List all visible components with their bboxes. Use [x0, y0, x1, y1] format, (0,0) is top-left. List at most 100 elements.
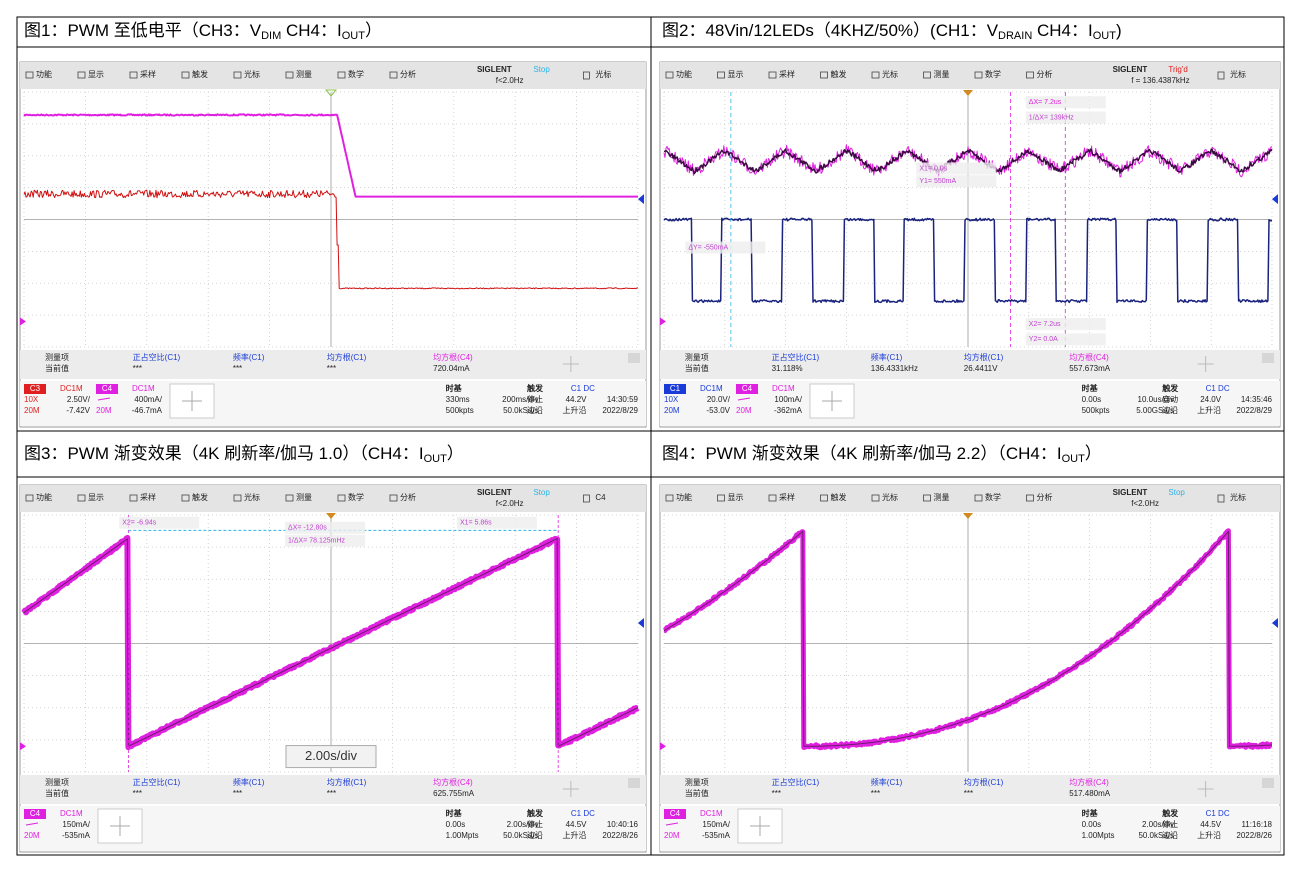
timebase-label: 时基: [446, 383, 463, 393]
measure-header: 测量项: [685, 353, 709, 362]
clock-time: 11:16:18: [1241, 820, 1272, 829]
menu-item: 光标: [244, 69, 260, 79]
close-icon: [628, 778, 640, 788]
channel-scale: 100mA/: [774, 395, 802, 404]
caption: 图2：48Vin/12LEDs（4KHZ/50%）(CH1：VDRAIN CH4…: [662, 21, 1122, 41]
trigger-frequency: f<2.0Hz: [496, 76, 524, 85]
menu-item: 功能: [36, 492, 52, 502]
caption-text: ）: [365, 21, 382, 40]
measure-header: 正占空比(C1): [772, 352, 820, 362]
toolbar: [20, 485, 646, 512]
menu-item: 触发: [831, 492, 847, 502]
scope-screenshot: 功能显示采样触发光标测量数学分析SIGLENTStopf<2.0Hz光标测量项正…: [20, 62, 646, 427]
clock-date: 2022/8/26: [602, 831, 638, 840]
menu-item: 采样: [779, 69, 795, 79]
measure-value: ***: [233, 789, 242, 798]
channel-offset: -53.0V: [706, 406, 730, 415]
measure-value: 517.480mA: [1069, 789, 1111, 798]
channel-coupling: DC1M: [700, 809, 723, 818]
caption-subscript: OUT: [342, 30, 366, 42]
trigger-frequency: f = 136.4387kHz: [1131, 76, 1189, 85]
trigger-value: 停止: [527, 819, 543, 829]
caption: 图3：PWM 渐变效果（4K 刷新率/伽马 1.0）（CH4：IOUT）: [24, 444, 464, 464]
scope-state: Trig'd: [1168, 65, 1187, 74]
measure-header: 频率(C1): [871, 352, 903, 362]
channel-scale: 2.50V/: [67, 395, 91, 404]
channel-probe: 10X: [664, 395, 679, 404]
trigger-value: 自动: [1162, 394, 1178, 404]
trigger-value: 边沿: [1162, 830, 1178, 840]
measure-header: 均方根(C4): [433, 777, 473, 787]
caption-text: 图1：PWM 至低电平（CH3：V: [24, 21, 262, 40]
measure-value: 625.755mA: [433, 789, 475, 798]
trigger-value: 停止: [1162, 819, 1178, 829]
measure-header: 频率(C1): [233, 777, 265, 787]
scope-screenshot: 功能显示采样触发光标测量数学分析SIGLENTTrig'df = 136.438…: [660, 62, 1280, 427]
channel-offset: -535mA: [62, 831, 91, 840]
menu-item: 分析: [1037, 69, 1053, 79]
measure-value: ***: [871, 789, 880, 798]
trigger-level: 24.0V: [1200, 395, 1222, 404]
menu-item: 光标: [882, 492, 898, 502]
menu-item: 数学: [348, 69, 364, 79]
measure-header: 均方根(C1): [327, 777, 367, 787]
menu-item: 测量: [934, 493, 950, 502]
trigger-label: 触发: [1162, 808, 1179, 818]
caption: 图4：PWM 渐变效果（4K 刷新率/伽马 2.2）（CH4：IOUT）: [662, 444, 1102, 464]
menu-item: 测量: [296, 70, 312, 79]
scope-screenshot: 功能显示采样触发光标测量数学分析SIGLENTStopf<2.0HzC4X2= …: [20, 485, 646, 852]
measure-header: 均方根(C4): [433, 352, 473, 362]
measure-header: 测量项: [685, 778, 709, 787]
channel-offset: -46.7mA: [132, 406, 163, 415]
menu-item: 分析: [400, 492, 416, 502]
channel-bandwidth: 20M: [24, 831, 40, 840]
trigger-level: 44.5V: [566, 820, 588, 829]
menu-item: C4: [595, 493, 606, 502]
menu-item: 光标: [1230, 69, 1246, 79]
channel-name: C1: [670, 384, 681, 393]
close-icon: [1262, 778, 1274, 788]
timebase-value: 0.00s: [1082, 820, 1102, 829]
trigger-frequency: f<2.0Hz: [496, 499, 524, 508]
measure-row-label: 当前值: [45, 363, 69, 373]
cursor-annotation: ΔY= -550mA: [688, 244, 728, 251]
caption: 图1：PWM 至低电平（CH3：VDIM CH4：IOUT）: [24, 21, 382, 41]
channel-name: C4: [670, 809, 681, 818]
trigger-frequency: f<2.0Hz: [1131, 499, 1159, 508]
clock-time: 14:35:46: [1241, 395, 1273, 404]
menu-item: 采样: [140, 69, 156, 79]
channel-scale: 20.0V/: [707, 395, 731, 404]
menu-item: 测量: [296, 493, 312, 502]
measure-value: ***: [133, 364, 142, 373]
scope-state: Stop: [1168, 488, 1185, 497]
trigger-slope: 上升沿: [563, 831, 587, 840]
measure-header: 均方根(C1): [964, 352, 1004, 362]
trigger-level: 44.5V: [1200, 820, 1222, 829]
menu-item: 显示: [88, 493, 104, 502]
caption-text: 图2：48Vin/12LEDs（4KHZ/50%）(CH1：V: [662, 21, 999, 40]
trigger-source: C1 DC: [571, 809, 595, 818]
channel-offset: -7.42V: [66, 406, 90, 415]
measure-value: 31.118%: [772, 364, 803, 373]
channel-scale: 150mA/: [62, 820, 90, 829]
brand: SIGLENT: [477, 65, 512, 74]
cursor-annotation: ΔX= -12.80s: [288, 525, 327, 532]
measure-value: ***: [327, 364, 336, 373]
trigger-value: 边沿: [527, 405, 543, 415]
menu-item: 显示: [88, 70, 104, 79]
menu-item: 光标: [1230, 492, 1246, 502]
timebase-value: 1.00Mpts: [446, 831, 479, 840]
trigger-slope: 上升沿: [1197, 831, 1221, 840]
trigger-source: C1 DC: [1206, 384, 1230, 393]
timebase-label: 时基: [446, 808, 463, 818]
measure-value: 26.4411V: [964, 364, 998, 373]
trigger-label: 触发: [527, 383, 544, 393]
clock-date: 2022/8/29: [602, 406, 638, 415]
menu-item: 触发: [831, 69, 847, 79]
measure-header: 均方根(C1): [327, 352, 367, 362]
menu-item: 显示: [728, 493, 744, 502]
toolbar: [660, 485, 1280, 512]
channel-scale: 150mA/: [702, 820, 730, 829]
channel-coupling: DC1M: [772, 384, 795, 393]
